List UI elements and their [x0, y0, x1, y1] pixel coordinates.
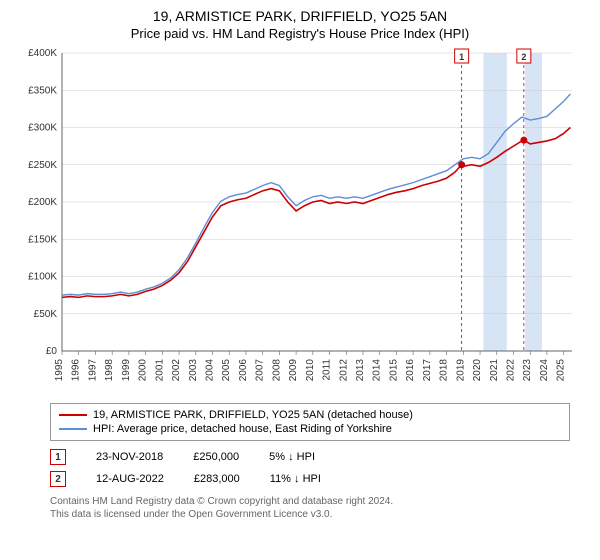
- sale-marker-2-num: 2: [55, 474, 61, 485]
- svg-text:1999: 1999: [121, 359, 132, 382]
- sale-price-1: £250,000: [193, 451, 239, 463]
- svg-text:£350K: £350K: [28, 85, 57, 96]
- svg-text:2011: 2011: [322, 359, 333, 381]
- sale-marker-1-num: 1: [55, 452, 61, 463]
- svg-text:£200K: £200K: [28, 197, 57, 208]
- svg-text:£150K: £150K: [28, 234, 57, 245]
- svg-text:1998: 1998: [104, 359, 115, 382]
- svg-text:2000: 2000: [138, 359, 149, 382]
- svg-text:2014: 2014: [372, 359, 383, 382]
- footer-line-1: Contains HM Land Registry data © Crown c…: [50, 495, 600, 508]
- svg-text:2013: 2013: [355, 359, 366, 382]
- svg-text:£100K: £100K: [28, 272, 57, 283]
- svg-text:2008: 2008: [271, 359, 282, 382]
- legend-label-hpi: HPI: Average price, detached house, East…: [93, 423, 392, 435]
- footer-attribution: Contains HM Land Registry data © Crown c…: [0, 489, 600, 521]
- svg-text:1995: 1995: [54, 359, 65, 382]
- legend-item-hpi: HPI: Average price, detached house, East…: [59, 422, 561, 436]
- svg-text:2022: 2022: [505, 359, 516, 382]
- svg-text:2: 2: [521, 52, 526, 62]
- svg-text:2009: 2009: [288, 359, 299, 382]
- svg-text:2018: 2018: [439, 359, 450, 382]
- legend-label-price-paid: 19, ARMISTICE PARK, DRIFFIELD, YO25 5AN …: [93, 409, 413, 421]
- svg-text:2024: 2024: [539, 359, 550, 382]
- legend-swatch-hpi: [59, 428, 87, 430]
- svg-text:£250K: £250K: [28, 160, 57, 171]
- svg-text:£400K: £400K: [28, 48, 57, 59]
- svg-text:2015: 2015: [388, 359, 399, 382]
- svg-text:2017: 2017: [422, 359, 433, 382]
- svg-text:1: 1: [459, 52, 464, 62]
- svg-text:2001: 2001: [154, 359, 165, 382]
- sale-delta-1: 5% ↓ HPI: [269, 451, 315, 463]
- svg-text:2019: 2019: [455, 359, 466, 382]
- legend-item-price-paid: 19, ARMISTICE PARK, DRIFFIELD, YO25 5AN …: [59, 408, 561, 422]
- svg-text:£0: £0: [46, 346, 58, 357]
- line-chart-svg: £0 £50K £100K £150K £200K £250K £300K £350K £400…: [20, 47, 580, 397]
- chart-title: 19, ARMISTICE PARK, DRIFFIELD, YO25 5AN: [0, 0, 600, 24]
- svg-text:2010: 2010: [305, 359, 316, 382]
- svg-text:2005: 2005: [221, 359, 232, 382]
- svg-text:2023: 2023: [522, 359, 533, 382]
- chart-subtitle: Price paid vs. HM Land Registry's House …: [0, 24, 600, 47]
- svg-text:2006: 2006: [238, 359, 249, 382]
- svg-text:2020: 2020: [472, 359, 483, 382]
- svg-text:1996: 1996: [71, 359, 82, 382]
- sale-marker-2: 2: [50, 471, 66, 487]
- svg-text:2004: 2004: [204, 359, 215, 382]
- sale-price-2: £283,000: [194, 473, 240, 485]
- svg-text:1997: 1997: [87, 359, 98, 382]
- svg-text:2021: 2021: [489, 359, 500, 382]
- svg-text:2003: 2003: [188, 359, 199, 382]
- sale-date-2: 12-AUG-2022: [96, 473, 164, 485]
- svg-text:2012: 2012: [338, 359, 349, 382]
- sale-date-1: 23-NOV-2018: [96, 451, 163, 463]
- legend-swatch-price-paid: [59, 414, 87, 416]
- legend-box: 19, ARMISTICE PARK, DRIFFIELD, YO25 5AN …: [50, 403, 570, 441]
- svg-text:£300K: £300K: [28, 123, 57, 134]
- sale-delta-2: 11% ↓ HPI: [270, 473, 321, 485]
- footer-line-2: This data is licensed under the Open Gov…: [50, 508, 600, 521]
- svg-text:2002: 2002: [171, 359, 182, 382]
- sale-marker-1: 1: [50, 449, 66, 465]
- chart-container: 19, ARMISTICE PARK, DRIFFIELD, YO25 5AN …: [0, 0, 600, 560]
- svg-text:£50K: £50K: [34, 309, 58, 320]
- chart-plot: £0 £50K £100K £150K £200K £250K £300K £350K £400…: [20, 47, 580, 397]
- sale-row-1: 1 23-NOV-2018 £250,000 5% ↓ HPI: [0, 445, 600, 467]
- svg-text:2025: 2025: [556, 359, 567, 382]
- svg-text:2007: 2007: [255, 359, 266, 382]
- sale-row-2: 2 12-AUG-2022 £283,000 11% ↓ HPI: [0, 467, 600, 489]
- svg-text:2016: 2016: [405, 359, 416, 382]
